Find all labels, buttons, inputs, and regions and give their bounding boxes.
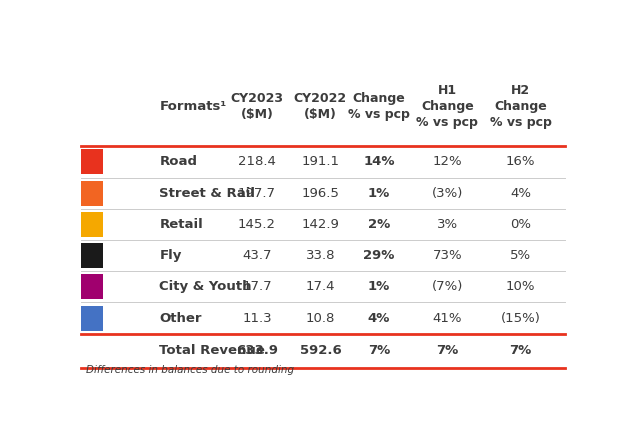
Text: 12%: 12% (433, 155, 462, 168)
Text: Differences in balances due to rounding: Differences in balances due to rounding (86, 364, 294, 375)
Text: 191.1: 191.1 (301, 155, 340, 168)
Text: Other: Other (159, 312, 202, 324)
Text: 592.6: 592.6 (299, 344, 341, 358)
FancyBboxPatch shape (81, 243, 103, 268)
Text: 145.2: 145.2 (238, 218, 276, 231)
Text: 16%: 16% (506, 155, 536, 168)
Text: Fly: Fly (159, 249, 181, 262)
Text: Road: Road (159, 155, 197, 168)
FancyBboxPatch shape (81, 274, 103, 299)
Text: 10.8: 10.8 (306, 312, 335, 324)
Text: 7%: 7% (510, 344, 532, 358)
Text: Retail: Retail (159, 218, 203, 231)
Text: 43.7: 43.7 (242, 249, 272, 262)
FancyBboxPatch shape (81, 150, 103, 174)
Text: (15%): (15%) (501, 312, 541, 324)
Text: 11.3: 11.3 (242, 312, 272, 324)
Text: Total Revenue: Total Revenue (159, 344, 265, 358)
Text: 218.4: 218.4 (238, 155, 276, 168)
Text: (3%): (3%) (432, 187, 463, 200)
Text: 41%: 41% (433, 312, 462, 324)
Text: 196.5: 196.5 (302, 187, 340, 200)
Text: 10%: 10% (506, 280, 536, 293)
Text: H1
Change
% vs pcp: H1 Change % vs pcp (416, 84, 478, 129)
Text: 2%: 2% (368, 218, 390, 231)
Text: 0%: 0% (510, 218, 531, 231)
Text: Formats¹: Formats¹ (159, 99, 227, 112)
Text: 33.8: 33.8 (306, 249, 335, 262)
Text: 29%: 29% (364, 249, 395, 262)
Text: H2
Change
% vs pcp: H2 Change % vs pcp (490, 84, 551, 129)
Text: 1%: 1% (368, 187, 390, 200)
Text: Street & Rail: Street & Rail (159, 187, 255, 200)
Text: CY2022
($M): CY2022 ($M) (294, 92, 347, 120)
Text: 17.4: 17.4 (306, 280, 335, 293)
FancyBboxPatch shape (81, 181, 103, 206)
Text: Change
% vs pcp: Change % vs pcp (348, 92, 410, 120)
Text: 633.9: 633.9 (236, 344, 278, 358)
Text: 7%: 7% (368, 344, 390, 358)
Text: 142.9: 142.9 (302, 218, 340, 231)
Text: 73%: 73% (433, 249, 462, 262)
Text: 4%: 4% (510, 187, 531, 200)
Text: 4%: 4% (368, 312, 390, 324)
Text: CY2023
($M): CY2023 ($M) (231, 92, 284, 120)
Text: 17.7: 17.7 (242, 280, 272, 293)
FancyBboxPatch shape (81, 212, 103, 237)
Text: (7%): (7%) (432, 280, 463, 293)
Text: 197.7: 197.7 (238, 187, 276, 200)
Text: 14%: 14% (364, 155, 395, 168)
Text: 5%: 5% (510, 249, 531, 262)
Text: 3%: 3% (437, 218, 458, 231)
Text: City & Youth: City & Youth (159, 280, 252, 293)
FancyBboxPatch shape (81, 306, 103, 330)
Text: 1%: 1% (368, 280, 390, 293)
Text: 7%: 7% (436, 344, 459, 358)
